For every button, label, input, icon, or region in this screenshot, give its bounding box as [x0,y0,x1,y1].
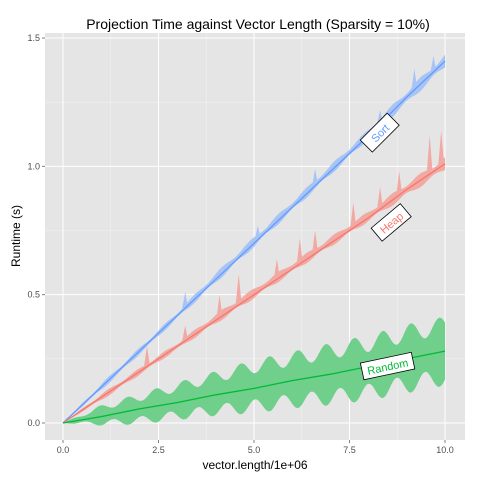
heap-spike [216,294,223,318]
runtime-spikes [144,56,445,367]
y-tick-label: 0.5 [27,290,40,300]
random-label: Random [359,351,416,381]
x-axis: 0.0 2.5 5.0 7.5 10.0 [57,440,454,455]
sort-band [63,54,445,423]
heap-spike [144,346,150,367]
y-axis-title: Runtime (s) [9,205,23,267]
sort-spike [182,292,189,308]
heap-spike [426,135,433,174]
chart-title: Projection Time against Vector Length (S… [86,16,430,32]
heap-label-box [370,203,412,242]
x-tick-label: 0.0 [57,445,70,455]
x-tick-label: 5.0 [248,445,261,455]
sort-spike [411,68,418,90]
x-axis-title: vector.length/1e+06 [202,458,307,472]
heap-spike [296,238,303,264]
sort-spike [312,168,319,186]
heap-spike [438,130,445,167]
heap-band [63,157,445,423]
heap-spike [182,325,189,341]
heap-spike [396,171,403,196]
y-tick-label: 1.5 [27,33,40,43]
x-tick-label: 10.0 [436,445,454,455]
heap-spike [312,230,319,254]
sort-spike [430,56,437,72]
heap-spike [235,274,242,305]
confidence-bands [63,54,445,426]
x-tick-label: 2.5 [152,445,165,455]
x-tick-label: 7.5 [343,445,356,455]
random-label-box [359,351,416,381]
y-tick-label: 0.0 [27,418,40,428]
sort-spike [254,225,261,240]
heap-spike [273,258,280,280]
heap-spike [377,186,384,210]
y-axis: 0.0 0.5 1.0 1.5 [27,33,45,428]
heap-line [62,163,446,424]
y-tick-label: 1.0 [27,161,40,171]
sort-label-box [359,112,400,153]
random-band [63,317,445,426]
heap-spike [350,202,357,228]
